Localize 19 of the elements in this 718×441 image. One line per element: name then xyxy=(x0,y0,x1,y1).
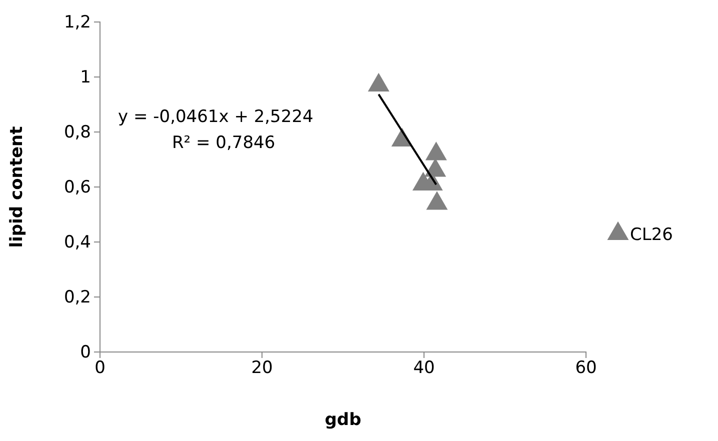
annotation: y = -0,0461x + 2,5224 xyxy=(118,107,314,127)
x-tick-label: 20 xyxy=(251,358,273,378)
y-tick-label: 0,8 xyxy=(64,122,91,142)
y-tick-label: 0,4 xyxy=(64,232,91,252)
x-tick-label: 0 xyxy=(94,358,106,378)
point xyxy=(425,142,447,160)
point xyxy=(368,72,390,92)
legend-label: CL26 xyxy=(630,224,673,245)
x-tick-label: 40 xyxy=(413,358,435,378)
y-tick-label: 1 xyxy=(80,67,91,88)
x-axis-title: gdb xyxy=(324,410,362,430)
y-tick-label: 0,2 xyxy=(64,287,91,308)
y-tick-label: 0,6 xyxy=(64,177,91,198)
y-axis-title: lipid content xyxy=(7,126,27,248)
point xyxy=(426,191,448,210)
y-tick-label: 0 xyxy=(80,342,91,362)
x-tick-label: 60 xyxy=(575,358,597,378)
y-tick-label: 1,2 xyxy=(64,12,91,32)
annotation: R² = 0,7846 xyxy=(172,133,276,153)
